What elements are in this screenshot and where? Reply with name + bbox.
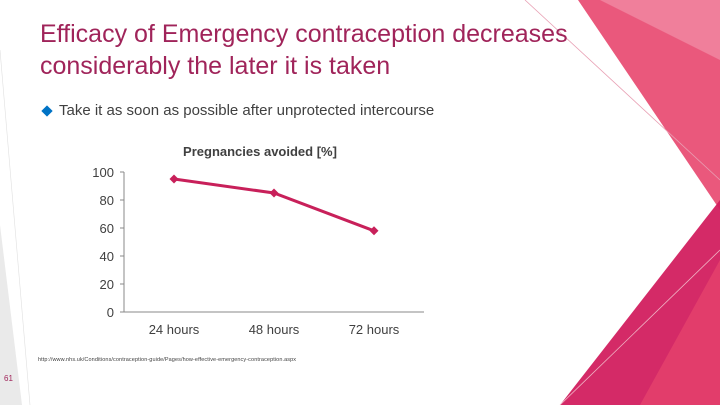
slide-title: Efficacy of Emergency contraception decr… <box>40 20 568 80</box>
bullet-item: Take it as soon as possible after unprot… <box>41 102 435 119</box>
series-line <box>173 177 375 233</box>
y-tick-label: 20 <box>100 277 114 292</box>
deco-triangle-top <box>578 0 720 210</box>
data-point <box>169 174 179 184</box>
deco-triangle-bottom-light <box>640 260 720 405</box>
deco-triangle-left <box>0 225 22 405</box>
y-tick-label: 80 <box>100 193 114 208</box>
y-tick-label: 0 <box>107 305 114 320</box>
data-point <box>369 226 379 236</box>
slide-number: 61 <box>4 374 13 383</box>
x-tick-label: 72 hours <box>349 322 400 337</box>
source-url: http://www.nhs.uk/Conditions/contracepti… <box>38 357 297 363</box>
deco-triangle-top-light <box>600 0 720 60</box>
y-tick-label: 60 <box>100 221 114 236</box>
x-tick-label: 48 hours <box>249 322 300 337</box>
bullet-text: Take it as soon as possible after unprot… <box>59 102 435 119</box>
y-tick-label: 40 <box>100 249 114 264</box>
chart-title: Pregnancies avoided [%] <box>183 144 337 159</box>
data-point <box>269 188 279 198</box>
y-tick-label: 100 <box>92 165 114 180</box>
deco-line-2 <box>559 249 720 405</box>
deco-line <box>524 0 720 181</box>
deco-line-left <box>0 49 31 405</box>
x-tick-label: 24 hours <box>149 322 200 337</box>
